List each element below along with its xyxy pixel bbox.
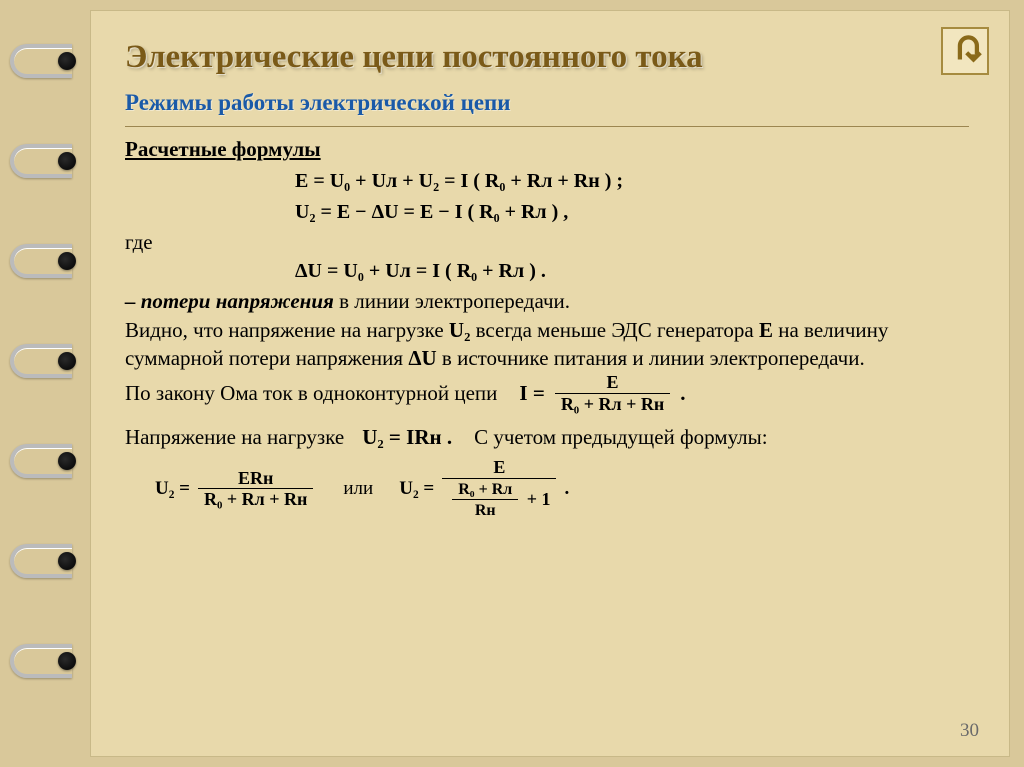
loss-label: – потери напряжения [125, 289, 334, 313]
page-number: 30 [960, 720, 979, 742]
formula-block-2: ΔU = U₀ + Uл = I ( R₀ + Rл ) . [125, 256, 969, 287]
formula-1: E = U₀ + Uл + U₂ = I ( R₀ + Rл + Rн ) ; [295, 166, 969, 197]
load-voltage-row: Напряжение на нагрузке U₂ = IRн . С учет… [125, 423, 969, 451]
body-paragraph: – потери напряжения в линии электроперед… [125, 287, 969, 520]
formula-a: U₂ = ERн R₀ + Rл + Rн [155, 468, 317, 510]
formula-b: U₂ = E R₀ + Rл Rн + 1 . [399, 457, 569, 520]
slide-subtitle: Режимы работы электрической цепи [125, 90, 969, 116]
divider [125, 126, 969, 127]
section-label: Расчетные формулы [125, 137, 969, 162]
fraction-i: E R₀ + Rл + Rн [555, 372, 670, 414]
slide-title: Электрические цепи постоянного тока [125, 39, 969, 76]
final-formulas-row: U₂ = ERн R₀ + Rл + Rн или U₂ = E [125, 457, 969, 520]
formula-block: E = U₀ + Uл + U₂ = I ( R₀ + Rл + Rн ) ; … [125, 166, 969, 228]
back-button[interactable] [941, 27, 989, 75]
ohm-law-row: По закону Ома ток в одноконтурной цепи I… [125, 372, 969, 414]
formula-2: U₂ = E − ΔU = E − I ( R₀ + Rл ) , [295, 197, 969, 228]
page-surface: Электрические цепи постоянного тока Режи… [90, 10, 1010, 757]
formula-3: ΔU = U₀ + Uл = I ( R₀ + Rл ) . [295, 256, 969, 287]
spiral-binding [0, 0, 90, 767]
u-turn-icon [948, 34, 982, 68]
where-label: где [125, 228, 969, 256]
